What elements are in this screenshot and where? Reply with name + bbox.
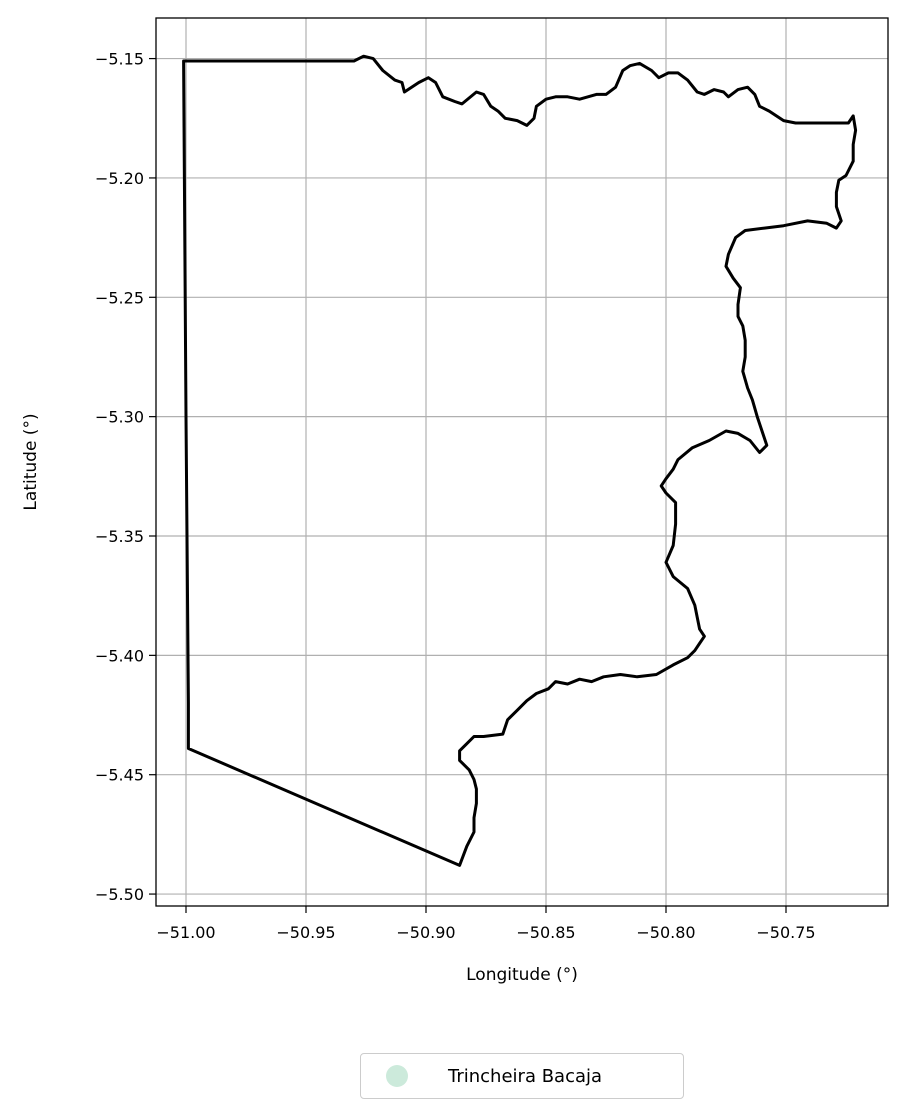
- territory-boundary: [182, 54, 858, 867]
- boundary-layer: [182, 54, 858, 867]
- y-tick-label: −5.45: [95, 766, 144, 785]
- legend-marker: [386, 1065, 408, 1087]
- x-tick-label: −50.95: [276, 923, 335, 942]
- tick-layer: −51.00 −50.95 −50.90 −50.85 −50.80 −50.75 −5.1…: [95, 50, 816, 942]
- y-tick-label: −5.20: [95, 169, 144, 188]
- y-tick-label: −5.35: [95, 527, 144, 546]
- y-tick-label: −5.40: [95, 646, 144, 665]
- x-tick-label: −50.75: [756, 923, 815, 942]
- grid-lines: [156, 18, 888, 906]
- y-axis-title: Latitude (°): [21, 413, 41, 510]
- x-tick-label: −50.90: [396, 923, 455, 942]
- x-tick-label: −51.00: [156, 923, 215, 942]
- x-tick-label: −50.80: [636, 923, 695, 942]
- legend-label-trincheira-bacaja: Trincheira Bacaja: [448, 1065, 603, 1087]
- y-tick-label: −5.15: [95, 50, 144, 69]
- y-tick-label: −5.30: [95, 408, 144, 427]
- plot-frame: [155, 17, 889, 907]
- x-tick-label: −50.85: [516, 923, 575, 942]
- y-tick-label: −5.50: [95, 885, 144, 904]
- x-axis-title: Longitude (°): [466, 965, 578, 985]
- legend: Trincheira Bacaja: [360, 1053, 684, 1099]
- y-tick-label: −5.25: [95, 288, 144, 307]
